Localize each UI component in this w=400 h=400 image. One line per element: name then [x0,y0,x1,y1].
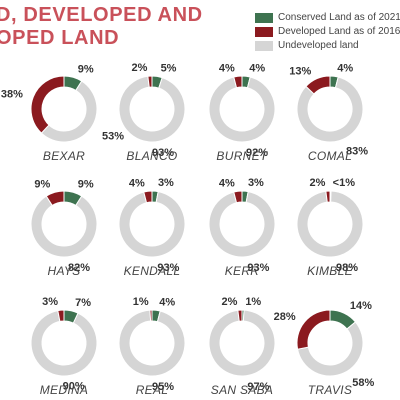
donut-slice-san-saba-developed [237,309,243,322]
pct-label-comal-conserved: 4% [337,62,353,74]
legend-item-developed: Developed Land as of 2016 [255,25,400,38]
donut-slice-blanco-developed [147,75,153,88]
donut-slice-kerr-undeveloped [208,190,276,258]
donut-slice-medina-developed [57,309,65,322]
donut-slice-hays-developed [45,190,65,207]
legend-label-conserved: Conserved Land as of 2021 [278,12,400,23]
pct-label-kendall-conserved: 3% [158,177,174,189]
pct-label-kimble-developed: 2% [309,177,325,189]
pct-label-burnet-conserved: 4% [249,62,265,74]
legend-swatch-developed [255,26,273,37]
pct-label-burnet-undeveloped: 92% [246,147,268,159]
legend-swatch-conserved [255,12,273,23]
donut-slice-real-undeveloped [118,309,186,377]
pct-label-hays-undeveloped: 82% [68,262,90,274]
pct-label-medina-conserved: 7% [75,297,91,309]
pct-label-san-saba-undeveloped: 97% [247,381,269,393]
pct-label-travis-undeveloped: 58% [352,377,374,389]
pct-label-san-saba-developed: 2% [221,296,237,308]
county-label-travis: TRAVIS [308,383,352,397]
pct-label-blanco-conserved: 5% [161,63,177,75]
county-label-medina: MEDINA [40,383,88,397]
donut-slice-san-saba-undeveloped [208,309,276,377]
chart-title: D, DEVELOPED AND OPED LAND [0,4,203,50]
pct-label-san-saba-conserved: 1% [245,296,261,308]
pct-label-hays-developed: 9% [34,179,50,191]
pct-label-travis-conserved: 14% [350,300,372,312]
pct-label-bexar-developed: 38% [1,89,23,101]
county-label-bexar: BEXAR [43,149,85,163]
donut-slice-kerr-developed [233,190,243,204]
pct-label-blanco-undeveloped: 93% [152,147,174,159]
pct-label-bexar-undeveloped: 53% [102,130,124,142]
pct-label-hays-conserved: 9% [78,179,94,191]
legend-item-conserved: Conserved Land as of 2021 [255,11,400,24]
pct-label-travis-developed: 28% [274,311,296,323]
county-label-real: REAL [136,383,169,397]
donut-slice-burnet-undeveloped [208,76,276,143]
chart-title-line-1: D, DEVELOPED AND [0,4,203,26]
legend-swatch-undeveloped [255,40,273,51]
pct-label-kendall-developed: 4% [129,177,145,189]
pct-label-bexar-conserved: 9% [78,64,94,76]
pct-label-blanco-developed: 2% [131,62,147,74]
donut-slice-hays-undeveloped [30,195,98,258]
donut-slice-bexar-developed [30,75,65,134]
donut-slice-blanco-undeveloped [118,75,186,143]
pct-label-real-conserved: 4% [159,296,175,308]
donut-slice-kimble-developed [325,190,331,203]
pct-label-comal-developed: 13% [289,65,311,77]
county-label-burnet: BURNET [216,149,269,163]
legend-label-undeveloped: Undeveloped land [278,40,359,51]
donut-slice-kendall-undeveloped [118,190,186,258]
donut-slice-burnet-developed [233,75,243,89]
pct-label-real-undeveloped: 95% [152,381,174,393]
pct-label-medina-undeveloped: 90% [63,381,85,393]
legend-label-developed: Developed Land as of 2016 [278,26,400,37]
pct-label-real-developed: 1% [133,296,149,308]
county-label-hays: HAYS [48,264,81,278]
pct-label-kimble-undeveloped: 98% [336,262,358,274]
county-label-blanco: BLANCO [126,149,177,163]
donut-slice-kimble-undeveloped [296,190,364,258]
county-label-san-saba: SAN SABA [211,383,273,397]
donut-slice-travis-developed [296,309,331,350]
donut-slice-travis-undeveloped [296,321,364,377]
chart-title-line-2: OPED LAND [0,27,120,49]
county-label-kendall: KENDALL [124,264,181,278]
pct-label-kerr-undeveloped: 93% [247,262,269,274]
pct-label-kerr-developed: 4% [219,177,235,189]
pct-label-burnet-developed: 4% [219,62,235,74]
legend: Conserved Land as of 2021 Developed Land… [255,11,400,53]
donut-slice-comal-developed [305,75,331,95]
pct-label-medina-developed: 3% [42,296,58,308]
county-label-kimble: KIMBLE [307,264,354,278]
county-label-kerr: KERR [225,264,260,278]
donut-slice-kendall-developed [143,190,153,204]
legend-item-undeveloped: Undeveloped land [255,39,400,52]
pct-label-kimble-conserved: <1% [333,177,356,189]
donut-slice-comal-undeveloped [296,76,364,143]
county-label-comal: COMAL [308,149,352,163]
pct-label-kerr-conserved: 3% [248,177,264,189]
donut-slice-medina-undeveloped [30,309,98,377]
donut-slice-real-developed [149,309,153,322]
pct-label-comal-undeveloped: 83% [346,145,368,157]
pct-label-kendall-undeveloped: 93% [157,262,179,274]
